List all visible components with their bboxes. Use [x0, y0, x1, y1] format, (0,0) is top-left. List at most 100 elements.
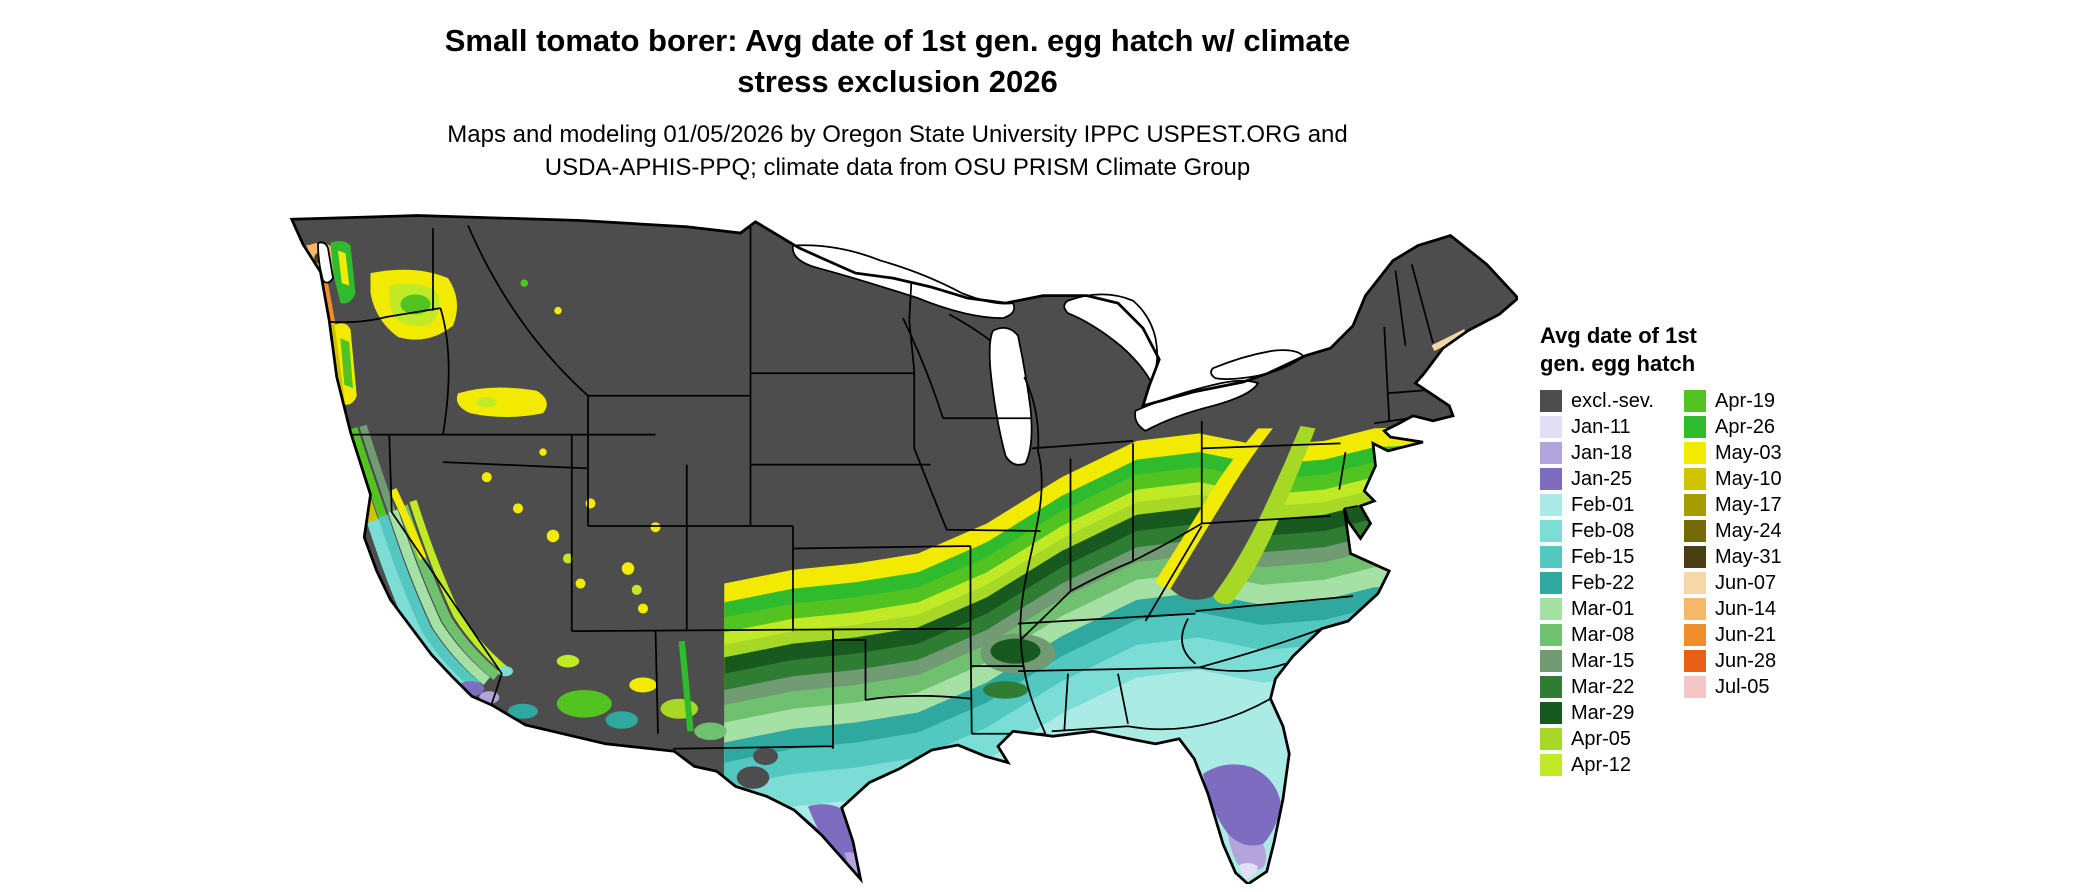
legend-swatch — [1683, 494, 1706, 516]
legend-label: Jun-28 — [1714, 649, 1777, 672]
legend-swatch — [1540, 754, 1562, 776]
legend-swatch — [1540, 728, 1562, 750]
legend-label: Mar-15 — [1571, 649, 1635, 672]
big-bend-gray2 — [753, 747, 778, 766]
florida-jan18 — [1228, 833, 1267, 871]
lake-erie — [1134, 379, 1260, 432]
legend-item: Feb-15 — [1540, 544, 1654, 570]
legend-item: Feb-08 — [1540, 518, 1654, 544]
big-bend-gray1 — [736, 766, 770, 789]
subtitle-line1: Maps and modeling 01/05/2026 by Oregon S… — [447, 121, 1348, 148]
legend-item: Apr-26 — [1683, 414, 1782, 440]
legend-item: May-24 — [1683, 518, 1782, 544]
legend-swatch — [1540, 702, 1562, 724]
legend-label: Feb-01 — [1571, 493, 1635, 516]
legend-swatch — [1683, 520, 1706, 542]
legend-item: Mar-22 — [1540, 674, 1654, 700]
legend-label: Mar-22 — [1571, 675, 1635, 698]
legend-item: excl.-sev. — [1540, 388, 1654, 414]
legend-label: Mar-01 — [1571, 597, 1635, 620]
legend-label: May-24 — [1714, 519, 1782, 542]
legend-swatch — [1540, 494, 1562, 516]
legend-label: Apr-05 — [1571, 727, 1632, 750]
legend-label: May-03 — [1714, 441, 1782, 464]
legend-label: Feb-22 — [1571, 571, 1635, 594]
legend-swatch — [1683, 676, 1706, 698]
legend-item: May-03 — [1683, 440, 1782, 466]
map-subtitle: Maps and modeling 01/05/2026 by Oregon S… — [0, 118, 1795, 184]
legend-swatch — [1540, 650, 1562, 672]
lake-ontario — [1210, 349, 1305, 380]
legend-item: Apr-05 — [1540, 726, 1654, 752]
legend-swatch — [1540, 546, 1562, 568]
legend-label: excl.-sev. — [1571, 389, 1654, 412]
legend-title-line2: gen. egg hatch — [1540, 351, 1696, 376]
legend-swatch — [1683, 572, 1706, 594]
subtitle-line2: USDA-APHIS-PPQ; climate data from OSU PR… — [544, 154, 1251, 181]
page-title-line1: Small tomato borer: Avg date of 1st gen.… — [444, 23, 1351, 58]
legend-swatch — [1683, 416, 1706, 438]
legend-item: Apr-19 — [1683, 388, 1782, 414]
us-map — [268, 208, 1518, 884]
map-raster-layers — [291, 215, 1518, 884]
legend-swatch — [1540, 390, 1562, 412]
appalachian-gray-ridge — [1170, 425, 1301, 600]
legend-item: Jul-05 — [1683, 674, 1782, 700]
legend-item: Mar-15 — [1540, 648, 1654, 674]
legend-item: Jan-18 — [1540, 440, 1654, 466]
legend-label: Feb-15 — [1571, 545, 1635, 568]
legend-columns: excl.-sev. Jan-11 Jan-18 Jan-25 Feb-01 F… — [1540, 388, 1980, 778]
legend-column-1: excl.-sev. Jan-11 Jan-18 Jan-25 Feb-01 F… — [1540, 388, 1654, 778]
lake-michigan — [988, 326, 1033, 466]
legend-swatch — [1540, 520, 1562, 542]
legend-item: May-10 — [1683, 466, 1782, 492]
legend-swatch — [1540, 572, 1562, 594]
south-texas-jan25 — [808, 804, 874, 877]
legend-label: Jun-07 — [1714, 571, 1777, 594]
appalachian-yellow-edge — [1155, 428, 1273, 589]
legend-item: Feb-22 — [1540, 570, 1654, 596]
legend-item: Jun-07 — [1683, 570, 1782, 596]
legend-swatch — [1683, 442, 1706, 464]
legend-swatch — [1683, 390, 1706, 412]
legend-label: Jul-05 — [1714, 675, 1770, 698]
legend-label: Jun-14 — [1714, 597, 1777, 620]
legend-label: May-31 — [1714, 545, 1782, 568]
legend-item: May-31 — [1683, 544, 1782, 570]
legend-label: Mar-08 — [1571, 623, 1635, 646]
map-header: Small tomato borer: Avg date of 1st gen.… — [0, 20, 1795, 184]
florida-jan25 — [1203, 764, 1281, 846]
ozark-core — [990, 638, 1041, 664]
state-borders — [291, 225, 1435, 750]
legend-label: Jun-21 — [1714, 623, 1777, 646]
legend-column-2: Apr-19 Apr-26 May-03 May-10 May-17 May-2… — [1683, 388, 1782, 778]
legend-label: May-17 — [1714, 493, 1782, 516]
legend-swatch — [1683, 650, 1706, 672]
legend-item: Jun-21 — [1683, 622, 1782, 648]
legend-item: Jun-14 — [1683, 596, 1782, 622]
southwest-patches — [556, 640, 727, 741]
legend-item: Jun-28 — [1683, 648, 1782, 674]
map-legend: Avg date of 1st gen. egg hatch excl.-sev… — [1540, 322, 1980, 778]
ouachita-patch — [983, 681, 1028, 699]
legend-swatch — [1540, 676, 1562, 698]
legend-label: Jan-25 — [1571, 467, 1633, 490]
legend-swatch — [1683, 598, 1706, 620]
legend-label: Apr-26 — [1714, 415, 1776, 438]
legend-swatch — [1540, 442, 1562, 464]
legend-swatch — [1540, 624, 1562, 646]
legend-title: Avg date of 1st gen. egg hatch — [1540, 322, 1980, 378]
great-basin-flecks — [481, 448, 661, 614]
legend-swatch — [1540, 416, 1562, 438]
legend-item: Jan-11 — [1540, 414, 1654, 440]
legend-item: Jan-25 — [1540, 466, 1654, 492]
legend-swatch — [1540, 598, 1562, 620]
us-map-svg — [290, 214, 1518, 884]
legend-label: Jan-11 — [1571, 415, 1631, 438]
legend-label: Apr-12 — [1571, 753, 1632, 776]
legend-label: May-10 — [1714, 467, 1782, 490]
legend-item: Feb-01 — [1540, 492, 1654, 518]
page-title-line2: stress exclusion 2026 — [737, 64, 1058, 99]
legend-label: Jan-18 — [1571, 441, 1633, 464]
legend-label: Feb-08 — [1571, 519, 1635, 542]
